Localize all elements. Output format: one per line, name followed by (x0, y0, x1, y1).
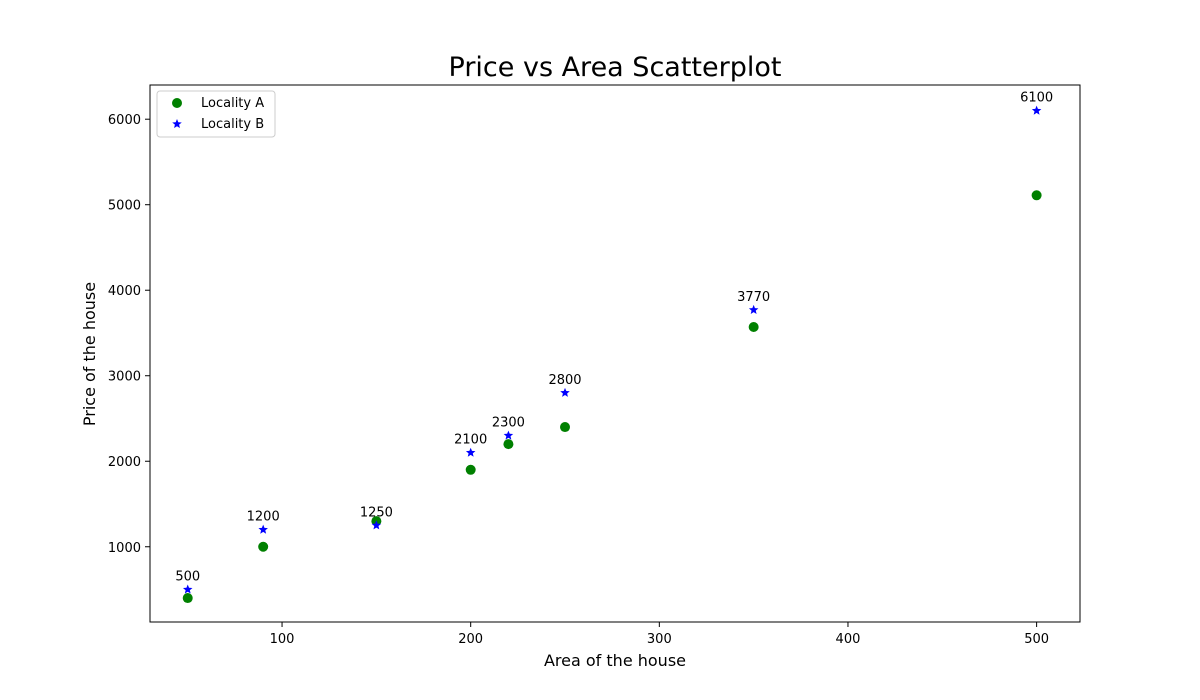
x-tick-label: 200 (458, 632, 483, 647)
legend-marker-locality-b (172, 119, 182, 129)
legend-label-locality-a: Locality A (201, 96, 264, 111)
plot-points (182, 105, 1042, 604)
y-axis-label: Price of the house (80, 282, 99, 426)
y-tick-label: 6000 (108, 113, 141, 128)
plot-frame (149, 84, 1081, 623)
point-series-1 (258, 524, 268, 534)
y-tick-label: 4000 (108, 284, 141, 299)
data-label: 6100 (1020, 91, 1053, 106)
point-series-1 (182, 584, 193, 594)
x-tick-label: 300 (647, 632, 672, 647)
data-label: 2300 (492, 416, 525, 431)
point-series-0 (465, 464, 476, 475)
y-tick-label: 1000 (108, 541, 141, 556)
y-tick-label: 3000 (108, 370, 141, 385)
x-axis-label: Area of the house (544, 651, 686, 670)
point-series-0 (182, 593, 193, 604)
legend-box (156, 90, 276, 138)
x-axis: 100 200 300 400 500 (270, 622, 1049, 647)
point-series-0 (1031, 190, 1042, 201)
legend: Locality A Locality B (156, 90, 276, 138)
point-series-0 (560, 422, 571, 433)
point-series-0 (258, 541, 269, 552)
point-series-1 (465, 447, 476, 457)
chart-title: Price vs Area Scatterplot (449, 52, 782, 83)
point-series-1 (748, 304, 759, 314)
data-label: 2100 (454, 433, 487, 448)
legend-marker-locality-a (172, 98, 182, 108)
y-tick-label: 2000 (108, 455, 141, 470)
data-label: 500 (175, 570, 200, 585)
data-label: 2800 (548, 373, 581, 388)
point-series-1 (560, 387, 570, 397)
point-series-1 (503, 430, 514, 440)
data-label: 1200 (247, 510, 280, 525)
data-labels: 500 1200 1250 2100 2300 2800 3770 6100 (175, 91, 1053, 585)
y-axis: 1000 2000 3000 4000 5000 6000 (108, 113, 150, 556)
x-tick-label: 500 (1024, 632, 1049, 647)
y-tick-label: 5000 (108, 199, 141, 214)
point-series-0 (748, 321, 759, 332)
point-series-1 (1031, 105, 1042, 115)
point-series-1 (371, 520, 382, 530)
legend-label-locality-b: Locality B (201, 117, 264, 132)
point-series-0 (503, 439, 514, 450)
data-label: 1250 (360, 505, 393, 520)
data-label: 3770 (737, 290, 770, 305)
x-tick-label: 100 (270, 632, 295, 647)
x-tick-label: 400 (836, 632, 861, 647)
